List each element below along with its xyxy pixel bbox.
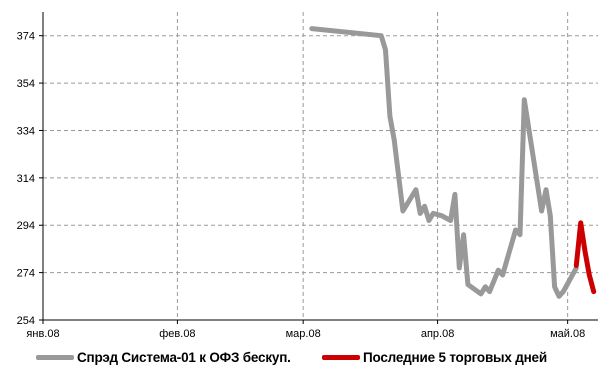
y-tick-label: 314 bbox=[17, 173, 35, 185]
series-line-last-days bbox=[573, 220, 597, 295]
x-tick-label: янв.08 bbox=[26, 328, 59, 340]
legend-swatch-spread bbox=[36, 355, 74, 360]
x-tick-label: мар.08 bbox=[286, 328, 321, 340]
y-tick-label: 274 bbox=[17, 268, 35, 280]
x-tick-label: фев.08 bbox=[159, 328, 195, 340]
series-line-spread bbox=[309, 26, 579, 299]
y-tick-label: 294 bbox=[17, 220, 35, 232]
legend-label-spread: Спрэд Система-01 к ОФЗ бескуп. bbox=[77, 350, 291, 365]
x-tick-label: май.08 bbox=[550, 328, 585, 340]
x-tick-label: апр.08 bbox=[421, 328, 454, 340]
y-tick-label: 334 bbox=[17, 125, 35, 137]
legend-item-spread: Спрэд Система-01 к ОФЗ бескуп. bbox=[36, 350, 291, 365]
y-tick-label: 374 bbox=[17, 31, 35, 43]
chart-svg: 254 274 294 314 334 354 374 янв.08 фев.08 мар.08 а… bbox=[17, 12, 598, 340]
legend-item-last-days: Последние 5 торговых дней bbox=[322, 350, 547, 365]
y-tick-label: 254 bbox=[17, 315, 35, 327]
legend: Спрэд Система-01 к ОФЗ бескуп. Последние… bbox=[0, 350, 600, 370]
y-tick-label: 354 bbox=[17, 78, 35, 90]
legend-label-last-days: Последние 5 торговых дней bbox=[363, 350, 547, 365]
legend-swatch-last-days bbox=[322, 355, 360, 360]
